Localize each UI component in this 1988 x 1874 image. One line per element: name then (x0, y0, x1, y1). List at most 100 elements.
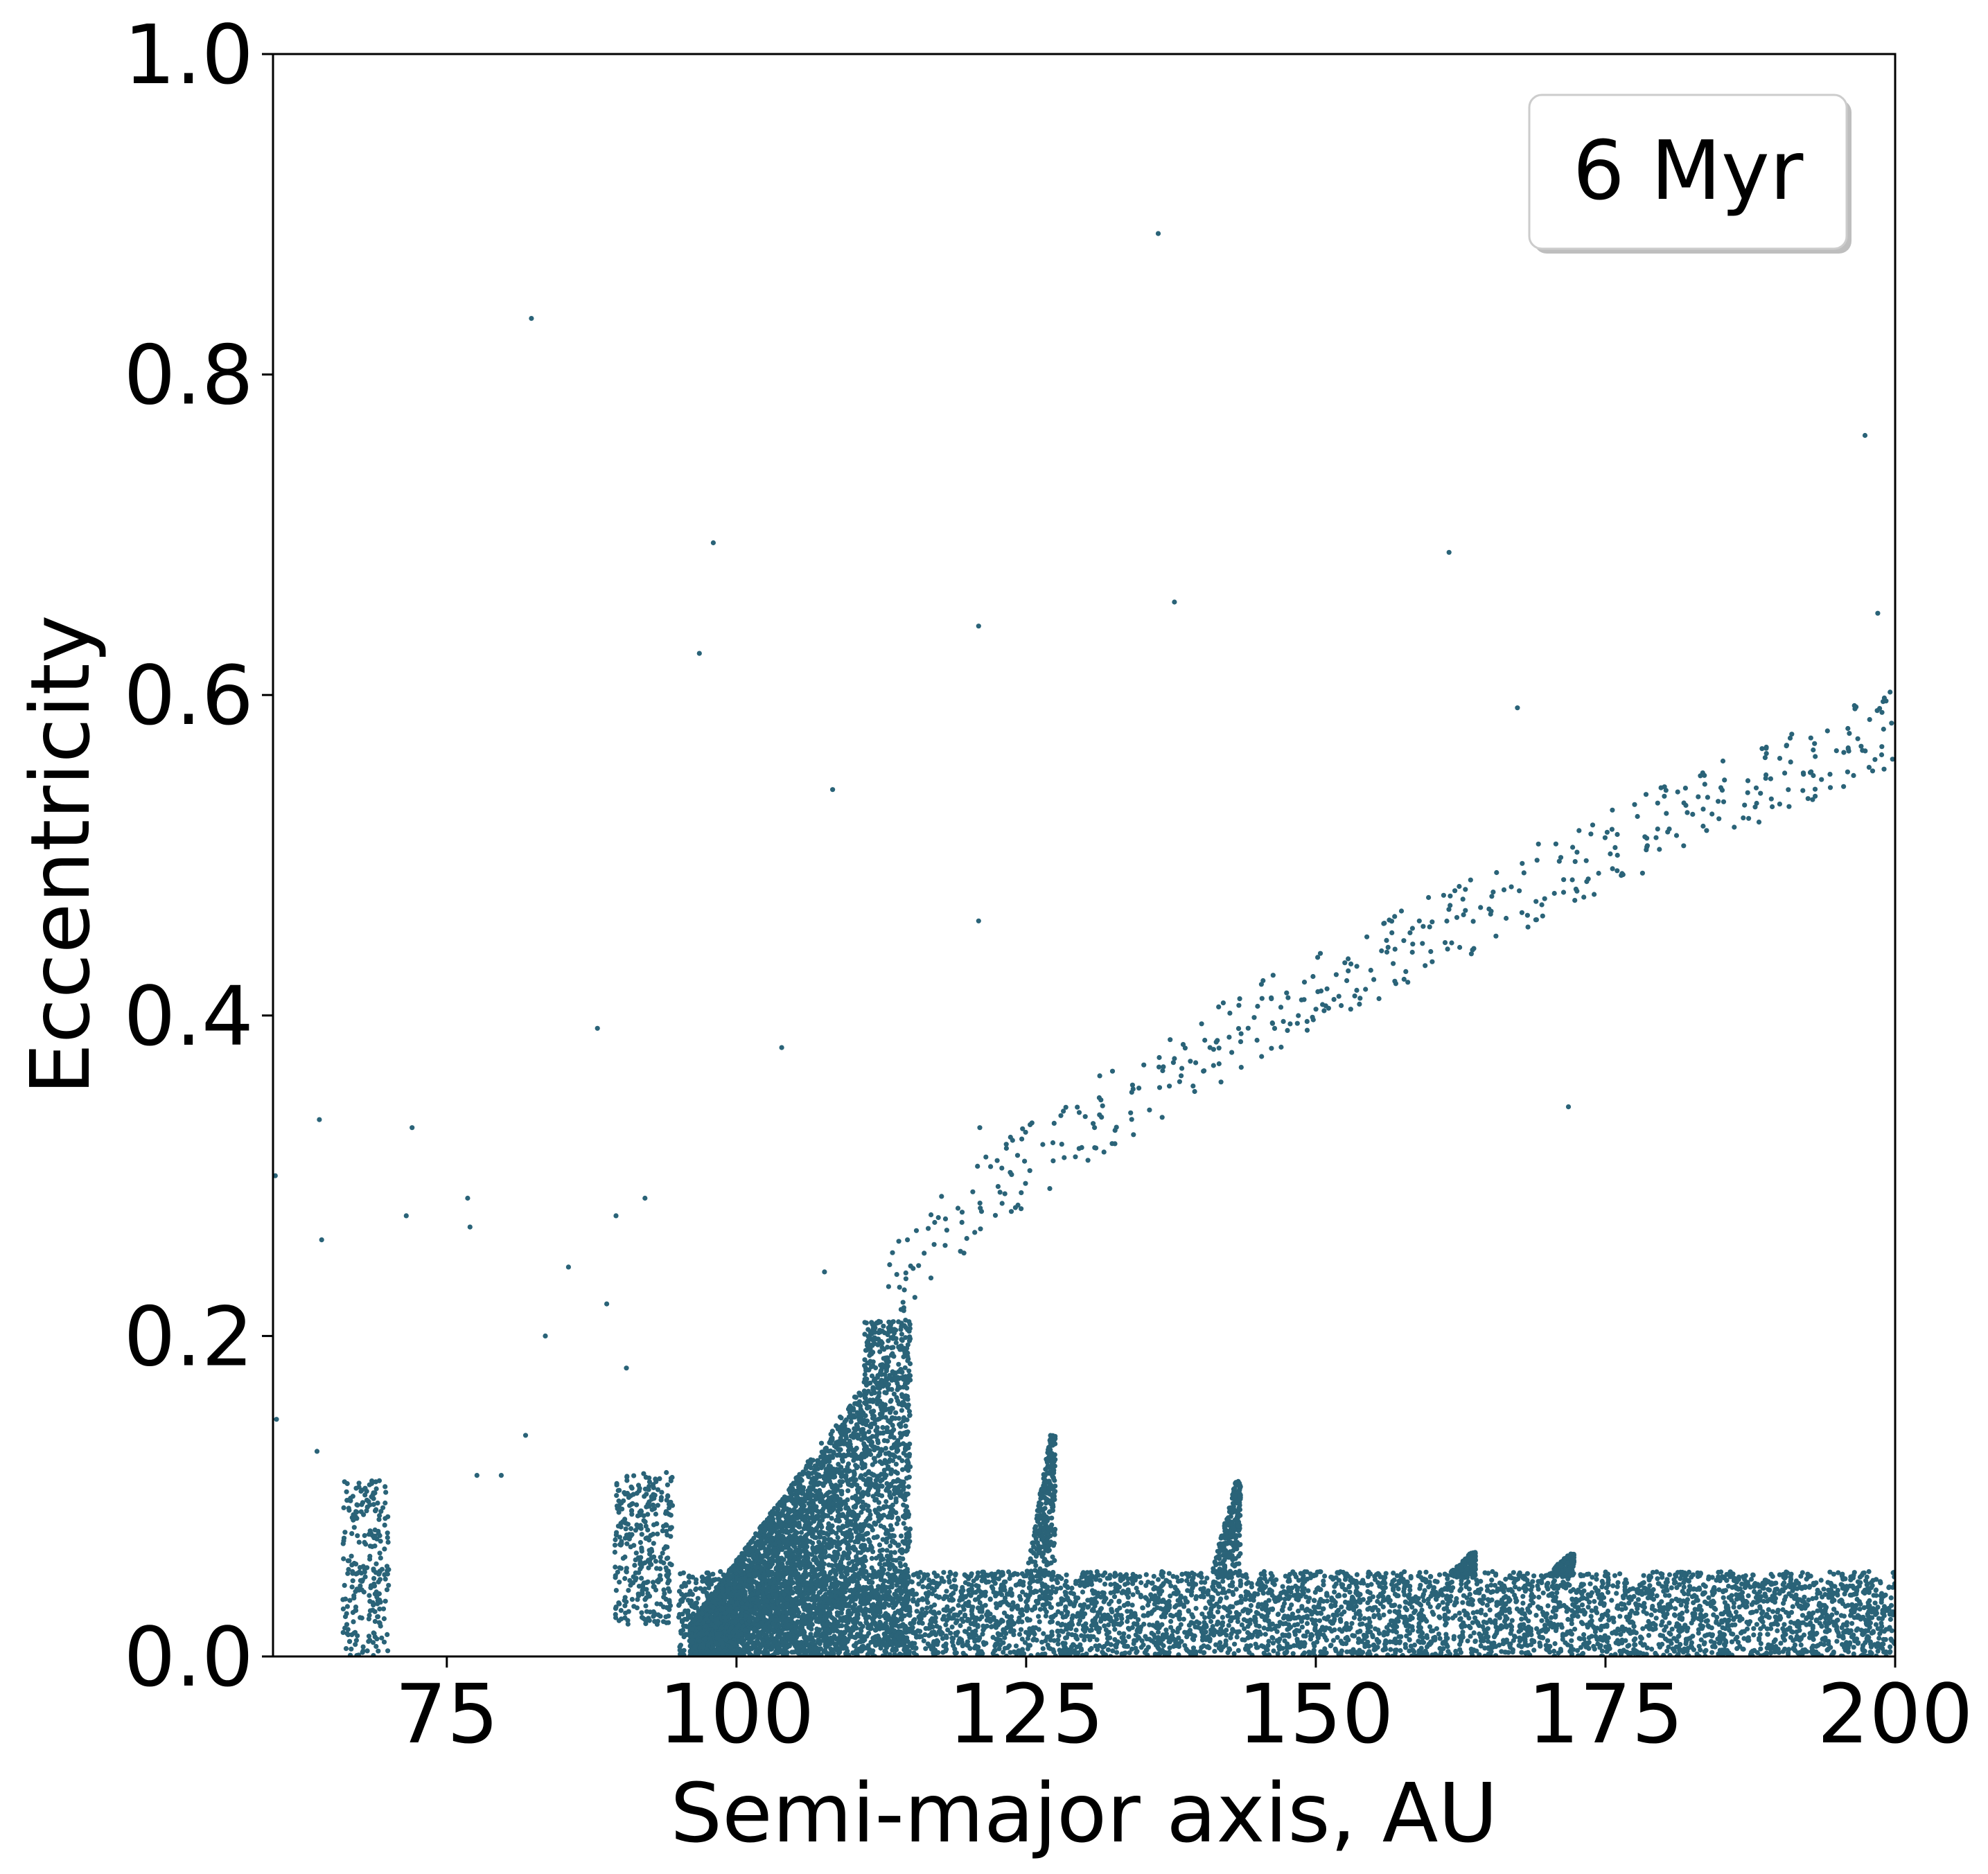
data-point (1517, 1638, 1522, 1644)
data-point (1226, 1589, 1232, 1594)
data-point (1452, 1602, 1457, 1608)
data-point (667, 1526, 673, 1532)
data-point (1542, 1623, 1548, 1628)
data-point (1407, 1592, 1412, 1598)
data-point (1278, 1591, 1284, 1596)
data-point (1478, 1599, 1484, 1605)
data-point (1039, 1639, 1045, 1645)
data-point (1121, 1631, 1127, 1636)
data-point (1553, 1628, 1559, 1634)
data-point (1692, 1607, 1698, 1612)
data-point (1445, 1644, 1450, 1650)
data-point (360, 1644, 366, 1650)
data-point (1827, 1569, 1833, 1575)
data-point (1809, 1645, 1815, 1650)
data-point (646, 1483, 652, 1490)
data-point (1813, 1617, 1819, 1623)
data-point (1357, 1622, 1363, 1627)
data-point (1423, 1648, 1428, 1654)
data-point (344, 1480, 350, 1487)
data-point (663, 1614, 669, 1620)
data-point (1220, 1578, 1226, 1584)
data-point (354, 1586, 360, 1592)
data-point (373, 1479, 378, 1485)
data-point (1262, 1576, 1267, 1582)
data-point (374, 1536, 380, 1541)
data-point (1513, 1584, 1518, 1590)
data-point (1507, 1643, 1513, 1648)
data-point (1422, 1588, 1427, 1593)
data-point (1615, 1584, 1620, 1589)
data-point (1548, 1620, 1554, 1625)
data-point (909, 1579, 915, 1585)
data-point (1719, 1618, 1725, 1624)
data-point (345, 1571, 351, 1576)
data-point (364, 1489, 369, 1494)
data-point (1504, 1624, 1509, 1630)
data-point (1552, 1641, 1558, 1647)
data-point (1489, 1641, 1495, 1646)
data-point (1048, 1595, 1053, 1601)
data-point (1358, 1580, 1364, 1586)
data-point (358, 1577, 363, 1584)
data-point (911, 1650, 917, 1656)
data-point (1125, 1618, 1130, 1624)
data-point (1498, 1623, 1504, 1629)
data-point (1059, 1611, 1064, 1616)
data-point (1135, 1589, 1141, 1595)
data-point (1416, 1612, 1422, 1618)
data-point (1263, 1632, 1268, 1637)
data-point (628, 1501, 634, 1508)
data-point (1318, 1627, 1323, 1633)
data-point (1300, 1571, 1305, 1576)
data-point (1006, 1602, 1012, 1608)
data-point (1014, 1603, 1020, 1609)
data-point (1526, 1618, 1531, 1624)
data-point (1810, 1595, 1815, 1602)
data-point (373, 1507, 379, 1512)
data-point (1311, 1620, 1317, 1626)
data-point (1513, 1599, 1519, 1605)
data-point (340, 1606, 346, 1611)
data-point (1619, 1624, 1625, 1629)
data-point (1199, 1611, 1205, 1617)
data-point (1064, 1584, 1070, 1589)
data-point (638, 1508, 644, 1514)
data-point (1321, 1578, 1326, 1584)
data-point (1876, 1636, 1882, 1641)
data-point (1599, 1623, 1604, 1629)
data-point (1724, 1572, 1730, 1577)
data-point (384, 1564, 390, 1569)
data-point (1875, 1626, 1881, 1632)
data-point (386, 1582, 392, 1588)
data-point (1332, 1589, 1337, 1595)
data-point (623, 1610, 628, 1616)
data-point (1861, 1571, 1866, 1576)
data-point (941, 1570, 947, 1575)
data-point (1684, 1604, 1689, 1609)
data-point (1409, 1605, 1415, 1610)
data-point (1432, 1652, 1439, 1656)
data-point (1007, 1575, 1012, 1582)
data-point (693, 1586, 698, 1593)
data-point (1151, 1640, 1156, 1645)
data-point (1333, 1648, 1339, 1654)
data-point (385, 1648, 391, 1654)
data-point (1295, 1608, 1301, 1614)
data-point (1831, 1571, 1836, 1577)
data-point (1678, 1602, 1684, 1608)
data-point (1457, 1610, 1462, 1616)
data-point (1001, 1610, 1008, 1616)
data-point (1116, 1630, 1122, 1636)
data-point (1601, 1602, 1607, 1608)
data-point (1789, 1629, 1795, 1634)
data-point (1101, 1590, 1107, 1596)
data-point (349, 1531, 355, 1537)
data-point (364, 1565, 370, 1571)
data-point (1580, 1621, 1585, 1627)
data-point (350, 1568, 355, 1575)
data-point (647, 1561, 653, 1566)
data-point (664, 1497, 669, 1503)
data-point (1554, 1590, 1560, 1595)
